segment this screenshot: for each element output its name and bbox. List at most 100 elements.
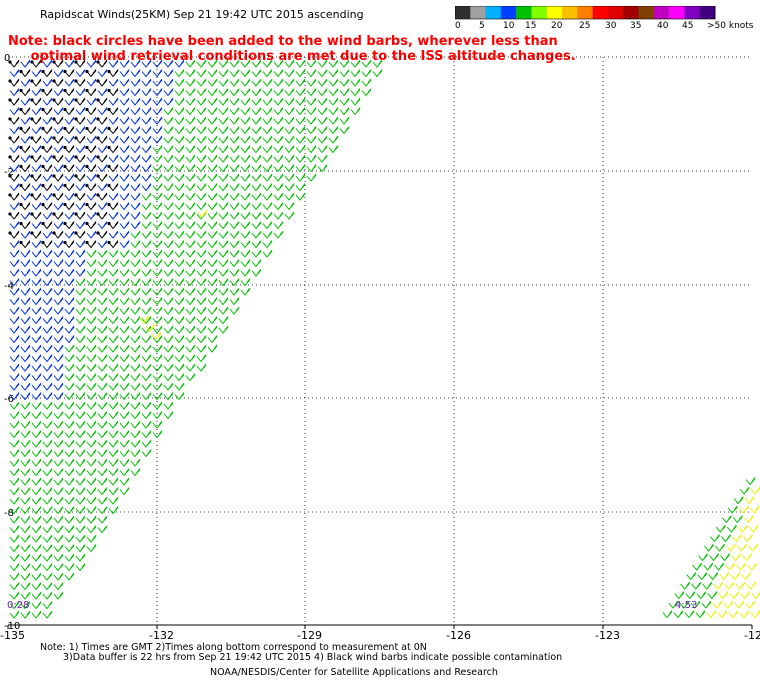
wind-barb: [712, 600, 723, 609]
wind-barb: [295, 116, 306, 125]
wind-barb: [240, 69, 251, 78]
wind-barb: [251, 97, 262, 106]
legend-swatch: [531, 6, 548, 19]
wind-barb: [185, 145, 196, 154]
wind-barb: [141, 306, 152, 315]
wind-barb: [119, 325, 130, 334]
wind-barb: [42, 268, 53, 277]
wind-barb: [710, 534, 720, 543]
wind-barb: [31, 449, 42, 458]
wind-barb: [42, 525, 53, 534]
wind-barb: [163, 192, 174, 201]
contamination-dot: [74, 174, 78, 178]
wind-barb: [163, 107, 174, 116]
wind-barb: [130, 154, 141, 163]
wind-barb: [721, 534, 731, 543]
wind-barb: [196, 240, 207, 249]
wind-barb: [674, 591, 685, 600]
wind-barb: [96, 230, 108, 239]
wind-barb: [185, 135, 196, 144]
wind-barb: [163, 145, 174, 154]
wind-barb: [284, 183, 295, 192]
wind-barb: [262, 164, 273, 173]
wind-barb: [42, 135, 53, 144]
wind-barb: [53, 373, 64, 382]
wind-barb: [218, 154, 229, 163]
wind-barb: [42, 382, 53, 391]
wind-barb: [53, 126, 64, 135]
wind-barb: [141, 154, 152, 163]
wind-barb: [42, 297, 53, 306]
latitude-tick-label: -4: [4, 281, 14, 292]
wind-barb: [64, 335, 75, 344]
wind-barb: [42, 259, 53, 268]
contamination-dot: [85, 221, 89, 226]
wind-barb: [31, 183, 42, 192]
wind-barb: [262, 249, 273, 258]
wind-barb: [9, 354, 20, 363]
wind-barb: [295, 59, 306, 68]
wind-barb: [64, 325, 75, 334]
wind-barb: [9, 268, 20, 277]
wind-barb: [20, 192, 31, 201]
wind-barb: [141, 164, 152, 173]
wind-barb: [174, 268, 185, 277]
wind-barb: [295, 145, 306, 154]
wind-barb: [53, 458, 64, 467]
wind-barb: [152, 411, 163, 420]
wind-barb: [42, 496, 53, 505]
wind-barb: [185, 69, 196, 78]
wind-barb: [96, 59, 108, 68]
contamination-dot: [41, 107, 45, 112]
wind-barb: [9, 202, 20, 211]
contamination-dot: [41, 164, 45, 169]
wind-barb: [317, 59, 328, 68]
wind-barb: [108, 116, 119, 125]
wind-barb: [725, 562, 736, 571]
wind-barb: [107, 126, 119, 135]
contamination-dot: [63, 69, 67, 74]
wind-barb: [742, 553, 752, 562]
wind-barb: [42, 335, 53, 344]
wind-barb: [679, 600, 690, 609]
wind-barb: [130, 430, 141, 439]
latitude-tick-label: -8: [4, 508, 14, 519]
wind-barb: [240, 59, 251, 68]
wind-barb: [42, 392, 53, 401]
contamination-dot: [85, 202, 89, 207]
wind-barb: [721, 515, 732, 524]
wind-barb: [251, 259, 262, 268]
wind-barb: [52, 154, 64, 163]
wind-barb: [97, 240, 108, 249]
wind-barb: [218, 164, 229, 173]
wind-barb: [196, 316, 207, 325]
wind-barb: [119, 316, 130, 325]
wind-barb: [42, 572, 53, 581]
wind-barb: [174, 145, 185, 154]
wind-barb: [86, 487, 97, 496]
wind-barb: [350, 88, 361, 97]
wind-barb: [718, 591, 729, 600]
wind-barb: [251, 240, 262, 249]
wind-barb: [284, 154, 295, 163]
wind-barb: [152, 382, 163, 391]
wind-barb: [240, 126, 251, 135]
wind-barb: [207, 116, 218, 125]
wind-barb: [64, 553, 75, 562]
wind-barb: [108, 468, 119, 477]
wind-barb: [207, 192, 218, 201]
wind-barb: [708, 572, 719, 581]
wind-barb: [86, 458, 97, 467]
wind-barb: [53, 278, 64, 287]
wind-barb: [251, 249, 262, 258]
wind-barb: [218, 211, 229, 220]
wind-barb: [9, 259, 20, 268]
wind-barb: [108, 487, 119, 496]
wind-barb: [85, 107, 97, 116]
contamination-dot: [74, 193, 78, 197]
wind-barb: [75, 306, 86, 315]
wind-barb: [31, 496, 42, 505]
latitude-tick-label: -10: [4, 621, 20, 632]
wind-barb: [9, 126, 20, 135]
wind-barb: [75, 468, 86, 477]
